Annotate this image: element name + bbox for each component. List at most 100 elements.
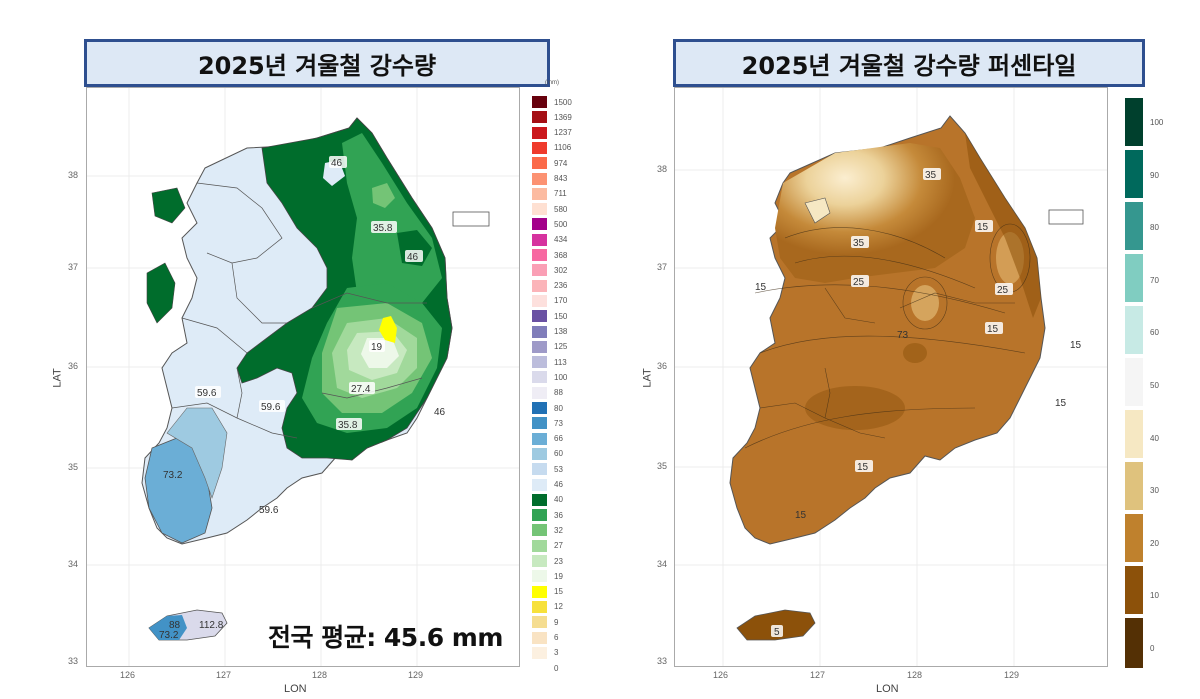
legend-label: 100 [1150, 118, 1164, 127]
legend-swatch [531, 630, 548, 645]
legend-swatch [531, 324, 548, 339]
svg-text:15: 15 [987, 324, 999, 335]
svg-text:73.2: 73.2 [163, 470, 183, 481]
legend-swatch [531, 171, 548, 186]
svg-text:19: 19 [371, 342, 383, 353]
legend-item: 27 [531, 538, 563, 553]
legend-swatch [531, 508, 548, 523]
svg-text:35.8: 35.8 [338, 420, 358, 431]
legend-swatch [531, 232, 548, 247]
legend-swatch [1124, 149, 1144, 199]
legend-swatch [1124, 201, 1144, 251]
legend-label: 500 [554, 219, 568, 229]
legend-label: 302 [554, 265, 568, 275]
legend-label: 6 [554, 633, 559, 642]
y-tick: 37 [68, 262, 79, 272]
x-tick: 126 [713, 670, 729, 680]
svg-text:73: 73 [897, 330, 909, 341]
svg-text:59.6: 59.6 [261, 402, 281, 413]
panel-title: 2025년 겨울철 강수량 [84, 39, 550, 87]
legend-label: 1500 [554, 97, 572, 107]
legend-label: 580 [554, 204, 568, 214]
legend-swatch [531, 416, 548, 431]
legend-label: 23 [554, 556, 563, 566]
legend-swatch [1124, 565, 1144, 615]
legend-swatch [531, 645, 548, 660]
svg-text:15: 15 [1070, 340, 1082, 351]
legend-swatch [531, 339, 548, 354]
legend-swatch [531, 661, 548, 675]
legend-swatch [531, 110, 548, 125]
legend-label: 80 [554, 403, 563, 413]
legend-label: 70 [1150, 275, 1159, 285]
legend-item: 580 [531, 202, 568, 217]
legend-label: 434 [554, 235, 568, 245]
legend-item: 32 [531, 523, 563, 538]
legend-swatch [1124, 409, 1144, 459]
legend-label: 27 [554, 541, 563, 551]
y-axis-label: LAT [51, 368, 64, 388]
legend-item: 19 [531, 569, 563, 584]
legend-item: 125 [531, 339, 568, 354]
legend-item: 23 [531, 554, 563, 568]
legend-item: 368 [531, 248, 567, 262]
legend-label: 12 [554, 602, 563, 612]
legend-swatch [531, 462, 548, 477]
legend-swatch [531, 370, 548, 385]
legend-label: 368 [554, 250, 568, 260]
y-axis-label: LAT [641, 368, 654, 388]
legend-swatch [531, 569, 548, 584]
legend-swatch [531, 125, 548, 140]
legend-swatch [531, 385, 548, 400]
legend-swatch [531, 217, 548, 232]
legend-label: 90 [1150, 170, 1159, 180]
legend-swatch [1124, 357, 1144, 407]
x-axis-label: LON [876, 683, 899, 695]
legend-item: 302 [531, 263, 568, 278]
legend-label: 60 [554, 449, 563, 459]
svg-text:15: 15 [795, 510, 807, 521]
x-tick: 128 [907, 670, 923, 680]
x-axis-label: LON [284, 683, 307, 695]
legend-swatch [1124, 461, 1144, 511]
svg-text:15: 15 [977, 222, 989, 233]
x-tick: 128 [312, 670, 328, 680]
y-tick: 38 [657, 164, 668, 174]
legend-swatch [531, 584, 548, 599]
legend-item: 236 [531, 278, 567, 293]
legend-swatch [531, 401, 548, 415]
legend-label: 1369 [554, 112, 572, 122]
svg-text:46: 46 [434, 407, 446, 418]
legend-label: 66 [554, 434, 563, 444]
y-tick: 36 [68, 361, 79, 371]
legend-swatch [531, 156, 548, 171]
svg-text:46: 46 [407, 252, 419, 263]
legend-label: 125 [554, 342, 568, 352]
legend-item: 9 [531, 615, 559, 630]
y-tick: 36 [657, 361, 668, 371]
legend-label: 113 [554, 357, 567, 367]
legend-swatch [531, 431, 548, 446]
y-tick: 34 [68, 559, 79, 569]
legend-item: 46 [531, 477, 563, 492]
svg-text:59.6: 59.6 [197, 388, 217, 399]
legend-swatch [531, 278, 548, 293]
legend-swatch [531, 477, 548, 492]
legend-swatch [1124, 97, 1144, 147]
legend-label: 73 [554, 418, 563, 428]
svg-text:25: 25 [853, 277, 865, 288]
legend-swatch [1124, 617, 1144, 669]
legend-swatch [531, 523, 548, 538]
svg-text:25: 25 [997, 285, 1009, 296]
percentile-map-graphic: 35 35 15 25 25 73 15 15 15 15 15 15 5 [675, 88, 1107, 666]
legend-label: 9 [554, 617, 559, 627]
legend-swatch [531, 248, 548, 262]
legend-item: 60 [531, 446, 563, 461]
legend-label: 88 [554, 388, 563, 398]
legend-label: 20 [1150, 538, 1159, 548]
legend-swatch [531, 140, 548, 155]
y-tick: 37 [657, 262, 668, 272]
legend-label: 50 [1150, 381, 1159, 390]
svg-text:112.8: 112.8 [199, 620, 224, 631]
legend-swatch [531, 615, 548, 630]
